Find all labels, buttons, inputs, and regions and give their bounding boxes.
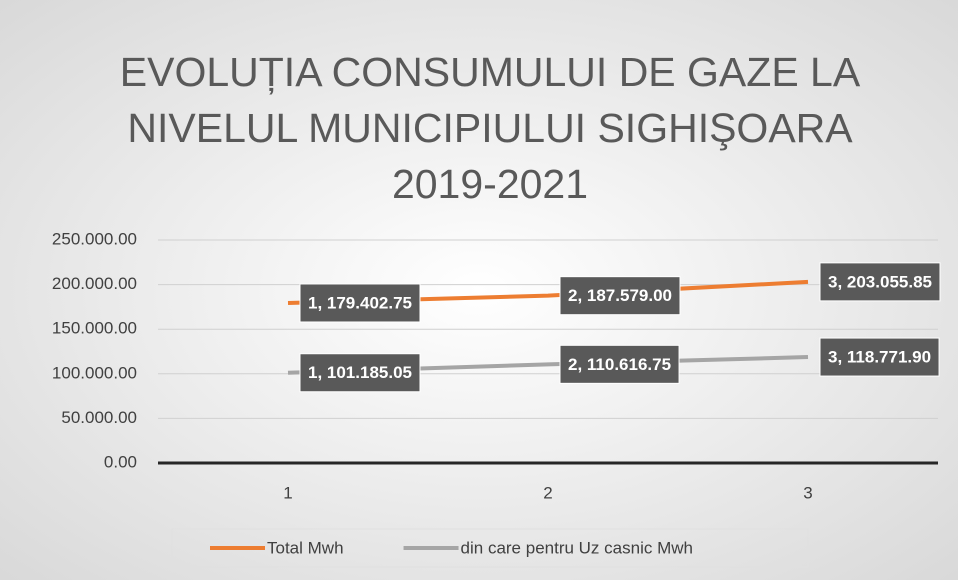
chart-title: 2019-2021 [392,161,588,207]
data-label-box [819,337,940,377]
x-tick-label: 3 [803,483,812,502]
y-tick-label: 250.000.00 [52,229,137,248]
data-label: 1, 179.402.75 [308,293,412,312]
y-tick-label: 50.000.00 [61,408,137,427]
chart-title: EVOLUȚIA CONSUMULUI DE GAZE LA [120,49,861,95]
legend-box [171,528,809,568]
data-label: 1, 101.185.05 [308,363,412,382]
legend-label: Total Mwh [267,538,344,557]
data-label: 3, 203.055.85 [828,272,932,291]
data-label-box [559,344,680,384]
data-label: 2, 187.579.00 [568,286,672,305]
x-tick-label: 2 [543,483,552,502]
data-label-box [819,262,941,302]
x-tick-label: 1 [283,483,292,502]
y-tick-label: 0.00 [104,452,137,471]
y-tick-label: 200.000.00 [52,274,137,293]
data-label-box [299,353,421,393]
data-label: 2, 110.616.75 [568,355,671,374]
y-tick-label: 150.000.00 [52,319,137,338]
data-label-box [299,283,421,323]
chart-title: NIVELUL MUNICIPIULUI SIGHIŞOARA [127,105,853,151]
legend-label: din care pentru Uz casnic Mwh [461,538,693,557]
data-label: 3, 118.771.90 [828,348,931,367]
y-tick-label: 100.000.00 [52,363,137,382]
data-label-box [559,276,681,316]
